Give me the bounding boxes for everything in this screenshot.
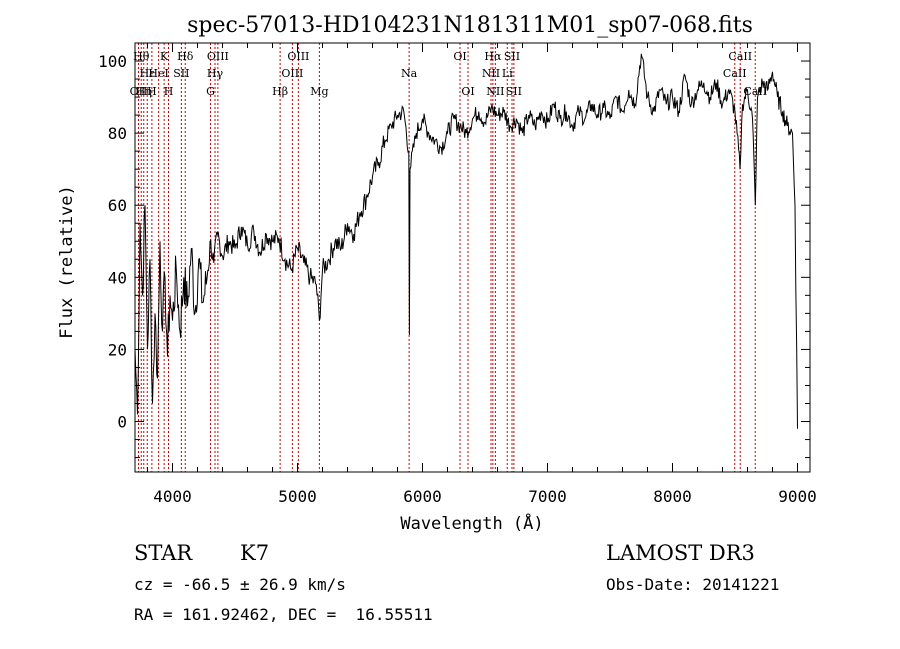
x-tick-label: 4000: [153, 487, 192, 506]
x-tick-label: 7000: [528, 487, 567, 506]
y-tick-label: 20: [108, 340, 127, 359]
x-tick-label: 8000: [653, 487, 692, 506]
line-marker-label: SII: [506, 85, 522, 98]
line-marker-label: H: [164, 85, 174, 98]
line-marker-label: H: [147, 85, 157, 98]
line-marker-label: OII: [130, 85, 148, 98]
line-marker-label: CaII: [723, 67, 747, 80]
x-tick-label: 5000: [278, 487, 317, 506]
line-marker-label: OIII: [287, 50, 309, 63]
line-marker-label: OI: [453, 50, 466, 63]
line-marker-label: Hε: [140, 67, 156, 80]
y-tick-label: 100: [98, 52, 127, 71]
line-marker-label: Hθ: [133, 50, 150, 63]
line-marker-label: G: [206, 85, 215, 98]
line-marker-label: HeI: [148, 67, 168, 80]
y-tick-label: 40: [108, 268, 127, 287]
y-tick-label: 80: [108, 124, 127, 143]
line-marker-label: Hγ: [207, 67, 224, 80]
line-marker-label: CaII: [728, 50, 752, 63]
survey-name: LAMOST DR3: [606, 541, 755, 565]
x-tick-label: 6000: [403, 487, 442, 506]
obs-date: Obs-Date: 20141221: [606, 575, 779, 594]
x-axis-label: Wavelength (Å): [400, 512, 543, 534]
x-tick-label: 9000: [778, 487, 817, 506]
y-axis-ticks: 0 20 40 60 80 100: [98, 52, 810, 459]
line-marker-label: OI: [461, 85, 474, 98]
y-tick-label: 60: [108, 196, 127, 215]
line-marker-label: Hα: [484, 50, 502, 63]
line-marker-label: NII: [486, 85, 504, 98]
line-marker-label: NII: [482, 67, 500, 80]
object-class: STAR: [134, 541, 193, 565]
line-marker-label: OIII: [281, 67, 303, 80]
line-marker-label: Li: [502, 67, 513, 80]
line-marker-label: SII: [173, 67, 189, 80]
line-markers: [138, 43, 756, 472]
line-marker-label: OIII: [207, 50, 229, 63]
spectrum-line: [134, 53, 798, 429]
object-subclass: K7: [240, 541, 269, 565]
line-marker-label: Hη: [136, 85, 152, 98]
line-marker-label: K: [160, 50, 169, 63]
y-tick-label: 0: [117, 413, 127, 432]
line-marker-label: Mg: [310, 85, 328, 98]
y-axis-label: Flux (relative): [57, 185, 77, 339]
line-marker-label: Na: [401, 67, 418, 80]
coordinates-text: RA = 161.92462, DEC = 16.55511: [134, 605, 433, 624]
chart-title: spec-57013-HD104231N181311M01_sp07-068.f…: [187, 13, 753, 38]
line-marker-label: Hδ: [177, 50, 194, 63]
line-marker-label: SII: [504, 50, 520, 63]
redshift-text: cz = -66.5 ± 26.9 km/s: [134, 575, 346, 594]
line-marker-label: Hβ: [272, 85, 288, 98]
plot-frame: [134, 42, 811, 473]
x-axis-ticks: 4000 5000 6000 7000 8000 9000: [147, 43, 817, 506]
